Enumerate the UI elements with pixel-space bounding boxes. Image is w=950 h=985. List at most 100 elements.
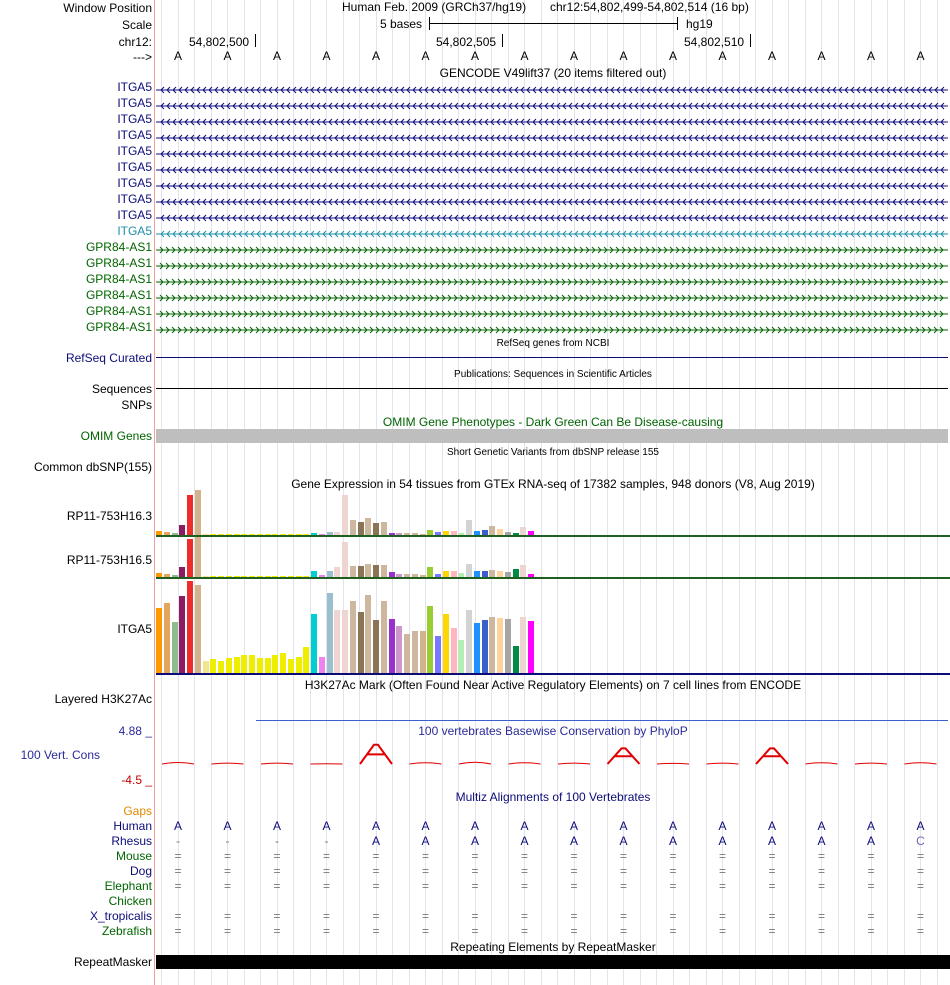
gene-feature[interactable]	[156, 131, 948, 142]
gtex-bar[interactable]	[256, 576, 263, 577]
gtex-bar[interactable]	[156, 531, 162, 535]
gtex-gene-label[interactable]: RP11-753H16.3	[66, 509, 152, 523]
publications-feature[interactable]	[156, 388, 948, 389]
gtex-bar[interactable]	[264, 534, 271, 535]
gtex-bar[interactable]	[295, 534, 302, 535]
gtex-bar[interactable]	[311, 571, 317, 577]
gene-feature[interactable]	[156, 195, 948, 206]
gtex-bar[interactable]	[497, 571, 503, 577]
gtex-bar[interactable]	[473, 623, 480, 673]
gtex-bar[interactable]	[187, 539, 193, 577]
gtex-bar[interactable]	[520, 527, 527, 535]
gtex-bar[interactable]	[163, 603, 170, 673]
gtex-bar[interactable]	[334, 567, 341, 577]
gtex-bar[interactable]	[458, 573, 465, 577]
gtex-bar[interactable]	[373, 523, 379, 535]
gene-label[interactable]: GPR84-AS1	[85, 240, 152, 254]
gene-label[interactable]: GPR84-AS1	[85, 256, 152, 270]
gtex-bar[interactable]	[435, 532, 441, 535]
gene-feature[interactable]	[156, 291, 948, 302]
gtex-bar[interactable]	[287, 534, 294, 535]
gtex-bar[interactable]	[311, 533, 317, 535]
gtex-bar[interactable]	[520, 617, 527, 673]
gtex-bar[interactable]	[380, 565, 387, 577]
gtex-bar[interactable]	[497, 618, 503, 673]
gtex-bar[interactable]	[427, 606, 434, 673]
species-label[interactable]: Rhesus	[111, 834, 152, 848]
gtex-bar[interactable]	[241, 655, 248, 673]
gtex-bar[interactable]	[342, 495, 348, 535]
gtex-bar[interactable]	[504, 572, 511, 577]
gtex-bar[interactable]	[504, 532, 511, 535]
gtex-bar[interactable]	[411, 533, 418, 535]
dbsnp-track-label[interactable]: Common dbSNP(155)	[33, 460, 152, 474]
gene-label[interactable]: GPR84-AS1	[85, 304, 152, 318]
gtex-bar[interactable]	[264, 658, 271, 673]
gtex-bar[interactable]	[419, 534, 426, 535]
gtex-bar[interactable]	[171, 575, 178, 577]
gtex-bar[interactable]	[225, 534, 232, 535]
gene-feature[interactable]	[156, 243, 948, 254]
gtex-gene-label[interactable]: ITGA5	[117, 622, 152, 636]
gene-label[interactable]: ITGA5	[117, 96, 152, 110]
refseq-track-label[interactable]: RefSeq Curated	[65, 351, 152, 365]
gtex-bar[interactable]	[404, 533, 410, 535]
gtex-bar[interactable]	[187, 495, 193, 535]
gtex-bar[interactable]	[202, 576, 209, 577]
gtex-bar[interactable]	[466, 610, 472, 673]
gtex-bar[interactable]	[481, 530, 488, 535]
gtex-bar[interactable]	[342, 542, 348, 577]
gene-label[interactable]: ITGA5	[117, 112, 152, 126]
gtex-bar[interactable]	[365, 564, 372, 577]
gene-feature[interactable]	[156, 307, 948, 318]
gtex-bar[interactable]	[427, 567, 434, 577]
gtex-bar[interactable]	[171, 622, 178, 673]
gene-feature[interactable]	[156, 115, 948, 126]
gtex-bar[interactable]	[202, 534, 209, 535]
repeatmasker-feature[interactable]	[156, 955, 950, 969]
gtex-bar[interactable]	[450, 531, 457, 535]
species-label[interactable]: Zebrafish	[101, 924, 152, 938]
snps-label[interactable]: SNPs	[121, 398, 152, 412]
gtex-bar[interactable]	[334, 532, 341, 535]
gtex-bar[interactable]	[396, 574, 403, 577]
gtex-bar[interactable]	[396, 533, 403, 535]
gene-feature[interactable]	[156, 259, 948, 270]
gene-label[interactable]: GPR84-AS1	[85, 272, 152, 286]
gtex-bar[interactable]	[388, 572, 395, 577]
gtex-bar[interactable]	[318, 657, 325, 673]
gtex-bar[interactable]	[295, 657, 302, 673]
gtex-bar[interactable]	[528, 621, 534, 673]
gene-label[interactable]: ITGA5	[117, 144, 152, 158]
gtex-bar[interactable]	[504, 619, 511, 673]
gtex-bar[interactable]	[528, 574, 534, 577]
gtex-bar[interactable]	[287, 659, 294, 673]
gtex-bar[interactable]	[466, 520, 472, 535]
gtex-bar[interactable]	[249, 534, 255, 535]
species-label[interactable]: Mouse	[115, 849, 152, 863]
gaps-track-label[interactable]: Gaps	[123, 804, 152, 818]
gtex-bar[interactable]	[218, 576, 224, 577]
gtex-bar[interactable]	[435, 636, 441, 673]
gtex-bar[interactable]	[202, 661, 209, 673]
gtex-bar[interactable]	[280, 653, 286, 673]
gtex-bar[interactable]	[303, 647, 310, 673]
gtex-bar[interactable]	[357, 612, 364, 673]
gtex-bar[interactable]	[473, 571, 480, 577]
gtex-bar[interactable]	[280, 576, 286, 577]
gtex-bar[interactable]	[187, 581, 193, 673]
omim-feature[interactable]	[156, 429, 948, 443]
gtex-bar[interactable]	[156, 573, 162, 577]
gtex-bar[interactable]	[218, 534, 224, 535]
gtex-bar[interactable]	[241, 576, 248, 577]
phylop-track-label[interactable]: 100 Vert. Cons	[20, 748, 100, 762]
repeatmasker-track-label[interactable]: RepeatMasker	[73, 955, 152, 969]
gtex-bar[interactable]	[272, 576, 279, 577]
gtex-bar[interactable]	[520, 565, 527, 577]
gtex-bar[interactable]	[218, 661, 224, 673]
gtex-bar[interactable]	[194, 537, 201, 577]
gtex-bar[interactable]	[272, 655, 279, 673]
gtex-bar[interactable]	[303, 534, 310, 535]
gtex-bar[interactable]	[512, 569, 519, 577]
omim-track-label[interactable]: OMIM Genes	[80, 429, 152, 443]
